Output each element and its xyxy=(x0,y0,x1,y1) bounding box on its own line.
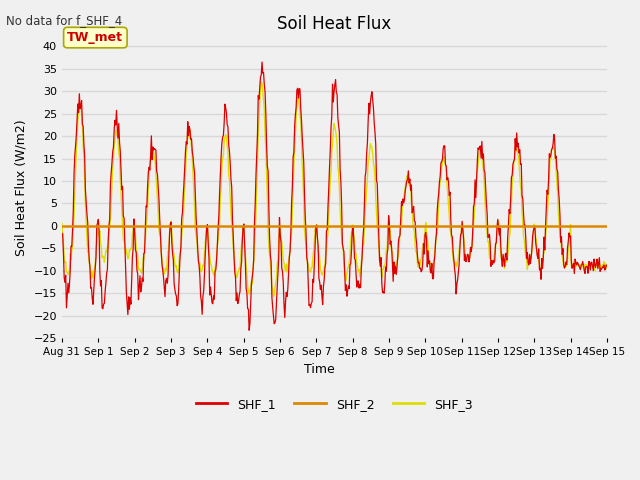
X-axis label: Time: Time xyxy=(303,363,335,376)
Y-axis label: Soil Heat Flux (W/m2): Soil Heat Flux (W/m2) xyxy=(15,120,28,256)
Text: TW_met: TW_met xyxy=(67,31,124,44)
Title: Soil Heat Flux: Soil Heat Flux xyxy=(277,15,392,33)
Legend: SHF_1, SHF_2, SHF_3: SHF_1, SHF_2, SHF_3 xyxy=(191,393,478,416)
Text: No data for f_SHF_4: No data for f_SHF_4 xyxy=(6,14,123,27)
